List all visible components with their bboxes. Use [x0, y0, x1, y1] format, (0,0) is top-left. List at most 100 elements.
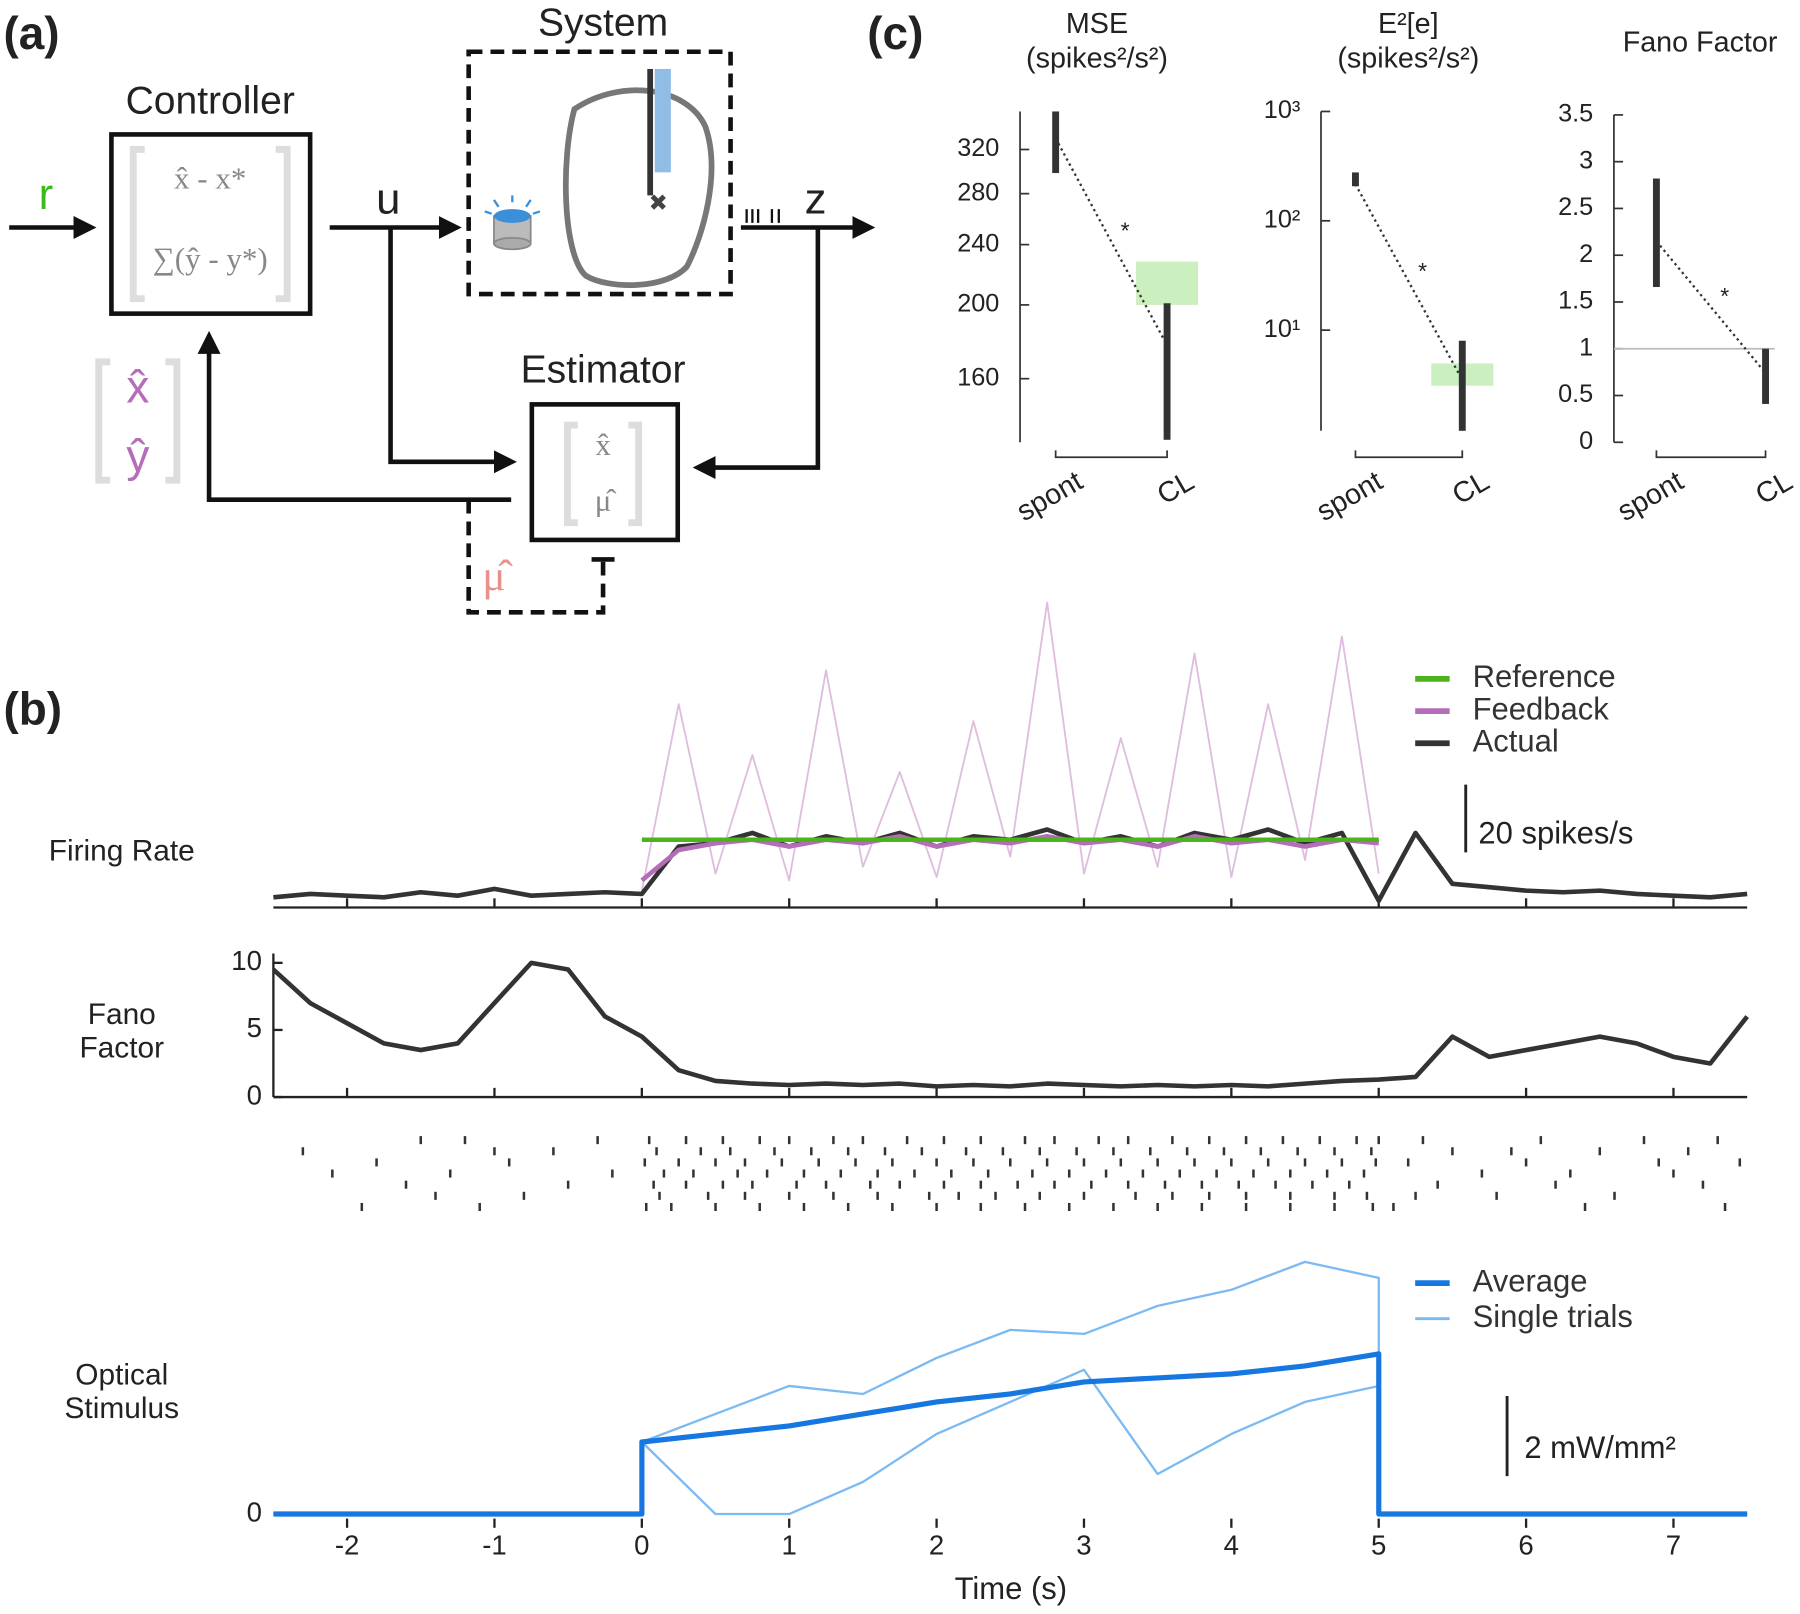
legend-label: Reference — [1473, 659, 1616, 694]
x-tick-label: 7 — [1666, 1530, 1681, 1561]
chart-title: (spikes²/s²) — [1026, 42, 1168, 74]
y-tick-label: 200 — [957, 290, 999, 318]
y-tick-label: 1.5 — [1558, 287, 1593, 315]
series-line — [271, 960, 1749, 1089]
arrow — [388, 227, 517, 474]
y-axis-label: Factor — [79, 1031, 164, 1064]
dashed-loop — [466, 499, 606, 615]
scale-bar-label: 2 mW/mm² — [1524, 1430, 1676, 1465]
x-tick-label: -2 — [335, 1530, 360, 1561]
block-content: x̂ - x* — [174, 161, 246, 196]
block-title: Controller — [126, 80, 295, 123]
y-tick-label: 3.5 — [1558, 100, 1593, 128]
chart-title: MSE — [1066, 8, 1128, 40]
x-tick-label: -1 — [482, 1530, 507, 1561]
x-tick-label: 5 — [1371, 1530, 1386, 1561]
block-content: ∑(ŷ - y*) — [153, 241, 268, 276]
y-tick-label: 2 — [1579, 240, 1593, 268]
y-tick-label: 240 — [957, 229, 999, 257]
block-title: System — [538, 2, 668, 45]
estimator-box — [529, 402, 681, 543]
y-tick-label: 160 — [957, 363, 999, 391]
range-bar — [1458, 340, 1466, 431]
significance: * — [1720, 283, 1729, 309]
y-tick-label: 10³ — [1264, 96, 1301, 124]
y-axis-label: Firing Rate — [49, 834, 195, 867]
category-bracket — [1354, 450, 1464, 459]
x-tick-label: 0 — [634, 1530, 649, 1561]
legend-label: Actual — [1473, 723, 1559, 758]
feedback-label: x̂ — [126, 361, 149, 413]
bracket — [564, 421, 643, 527]
range-bar — [1762, 348, 1769, 404]
x-tick-label: 4 — [1224, 1530, 1239, 1561]
x-tick-label: spont — [1011, 465, 1088, 528]
chart-title: Fano Factor — [1623, 26, 1778, 58]
y-tick-label: 3 — [1579, 146, 1593, 174]
brain-outline — [562, 87, 715, 288]
signal-label: u — [376, 175, 400, 224]
x-axis-label: Time (s) — [955, 1571, 1068, 1606]
range-bar — [1052, 111, 1060, 174]
mean-line — [1354, 183, 1464, 381]
x-tick-label: 1 — [782, 1530, 797, 1561]
block-diagram: r Controller x̂ - x* ∑(ŷ - y*) u System … — [9, 2, 876, 615]
block-content: μ̂ — [595, 482, 617, 517]
y-tick-label: 320 — [957, 134, 999, 162]
range-bar — [1163, 303, 1171, 440]
y-tick-label: 280 — [957, 178, 999, 206]
x-tick-label: CL — [1750, 465, 1798, 511]
x-tick-label: spont — [1311, 465, 1388, 528]
legend-label: Single trials — [1473, 1299, 1633, 1334]
controller-box — [109, 132, 313, 316]
y-tick-label: 0 — [1579, 427, 1593, 455]
x-tick-label: spont — [1612, 465, 1689, 528]
range-bar — [1652, 178, 1660, 288]
signal-label: r — [39, 170, 54, 219]
category-bracket — [1655, 450, 1767, 459]
optical-fiber — [654, 68, 671, 173]
x-tick-label: 6 — [1518, 1530, 1533, 1561]
panel-label: (c) — [867, 7, 923, 59]
panel-label: (b) — [3, 682, 62, 734]
electrode-tip: ✖ — [649, 190, 668, 216]
mean-line — [1054, 137, 1169, 346]
legend-label: Average — [1473, 1263, 1588, 1298]
range-bar — [1352, 172, 1359, 187]
block-content: x̂ — [595, 427, 611, 462]
block-title: Estimator — [521, 349, 686, 392]
x-tick-label: 2 — [929, 1530, 944, 1561]
significance: * — [1418, 258, 1427, 284]
chart-title: E²[e] — [1378, 8, 1439, 40]
y-tick-label: 1 — [1579, 333, 1593, 361]
bracket — [95, 358, 181, 484]
category-bracket — [1054, 450, 1168, 459]
arrow — [692, 227, 821, 480]
series-line — [640, 833, 1379, 883]
legend-label: Feedback — [1473, 691, 1610, 726]
series-line — [273, 1351, 1748, 1517]
system-box — [466, 49, 733, 297]
signal-label: z — [805, 175, 827, 224]
feedback-label: ŷ — [126, 430, 149, 482]
trial-line — [640, 601, 1380, 891]
chart-title: (spikes²/s²) — [1337, 42, 1479, 74]
y-tick-label: 5 — [247, 1012, 262, 1043]
led — [484, 195, 541, 251]
y-tick-label: 2.5 — [1558, 193, 1593, 221]
target-range — [1136, 261, 1199, 305]
y-axis-label: Stimulus — [65, 1392, 180, 1425]
y-tick-label: 0.5 — [1558, 380, 1593, 408]
scale-bar-label: 20 spikes/s — [1478, 815, 1633, 850]
x-tick-label: CL — [1152, 465, 1200, 511]
spike-glyph — [745, 209, 780, 223]
significance: * — [1121, 218, 1130, 244]
y-tick-label: 0 — [247, 1496, 262, 1527]
y-tick-label: 10 — [231, 945, 262, 976]
panel-label: (a) — [3, 7, 59, 59]
arrow — [197, 330, 512, 503]
y-axis-label: Optical — [75, 1359, 168, 1392]
x-tick-label: 3 — [1076, 1530, 1091, 1561]
